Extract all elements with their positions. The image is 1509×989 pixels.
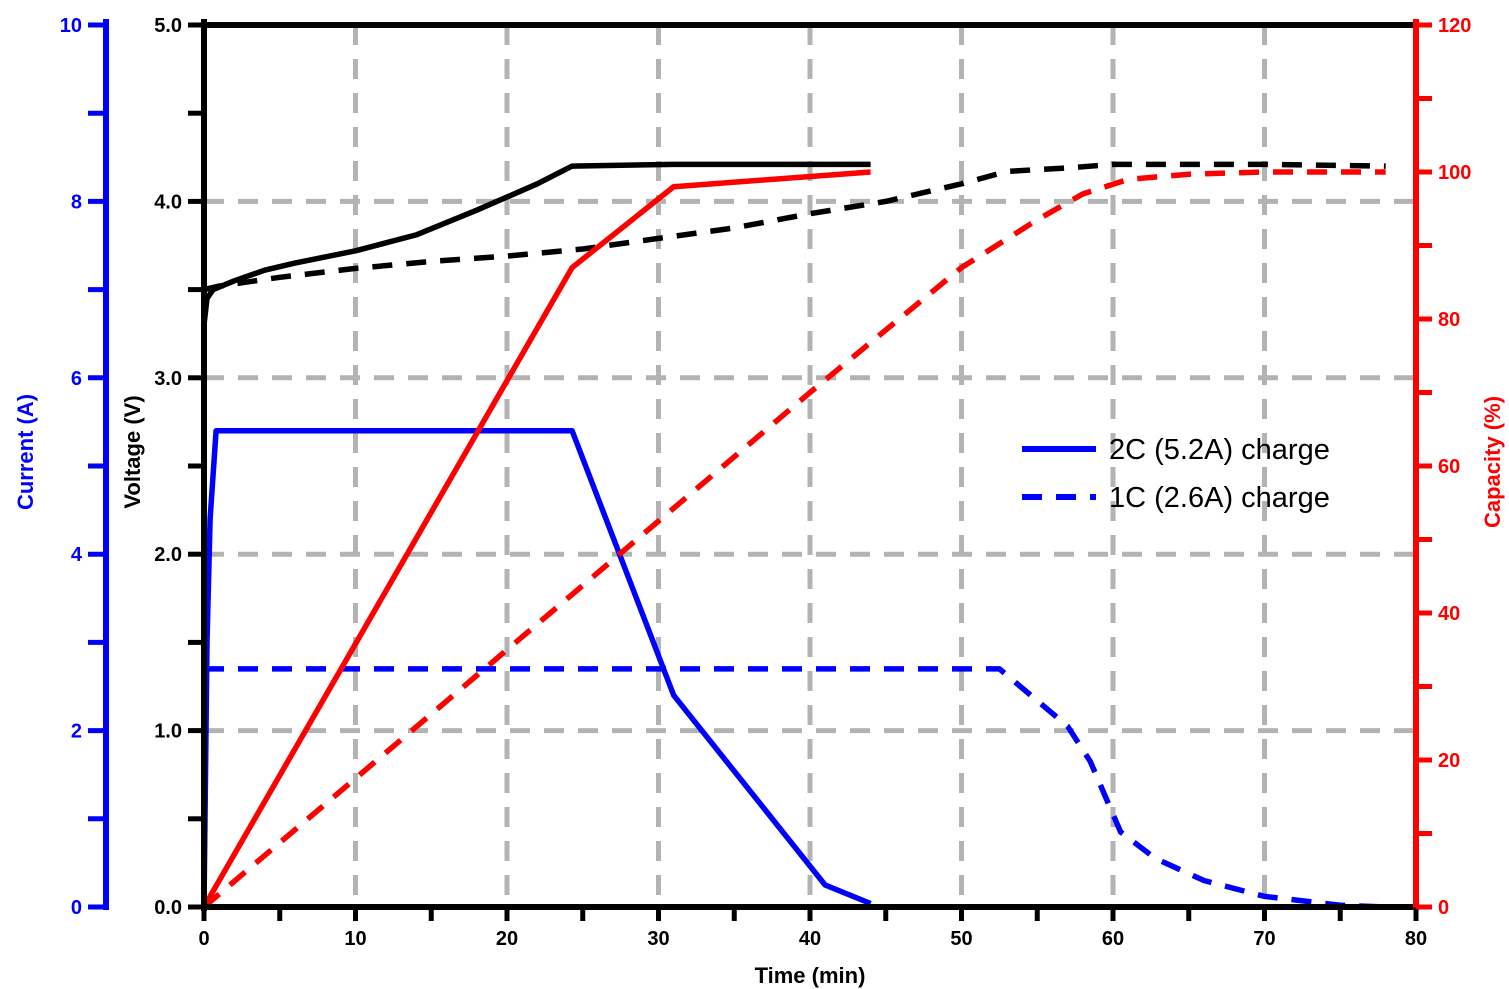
grid-layer bbox=[204, 25, 1416, 907]
legend: 2C (5.2A) charge 1C (2.6A) charge bbox=[1022, 434, 1330, 514]
voltage-tick-label-2.0: 2.0 bbox=[154, 544, 182, 566]
x-tick-label-0: 0 bbox=[198, 928, 209, 950]
capacity-tick-label-20: 20 bbox=[1438, 750, 1460, 772]
x-tick-label-60: 60 bbox=[1102, 928, 1124, 950]
current-tick-label-6: 6 bbox=[71, 368, 82, 390]
x-tick-label-20: 20 bbox=[496, 928, 518, 950]
x-tick-label-70: 70 bbox=[1253, 928, 1275, 950]
voltage-tick-label-3.0: 3.0 bbox=[154, 368, 182, 390]
capacity-axis-title: Capacity (%) bbox=[1480, 396, 1505, 528]
capacity-tick-label-0: 0 bbox=[1438, 897, 1449, 919]
current-series-solid-line bbox=[201, 427, 872, 908]
current-tick-label-10: 10 bbox=[60, 15, 82, 37]
voltage-series-solid-line bbox=[201, 161, 871, 326]
capacity-tick-label-100: 100 bbox=[1438, 162, 1471, 184]
x-tick-label-40: 40 bbox=[799, 928, 821, 950]
axes-layer: 0 10 20 30 40 50 60 70 800.01.02.03.04.05.002468… bbox=[60, 15, 1472, 950]
x-axis-title: Time (min) bbox=[755, 963, 866, 988]
capacity-tick-label-120: 120 bbox=[1438, 15, 1471, 37]
capacity-tick-label-60: 60 bbox=[1438, 456, 1460, 478]
legend-label-solid: 2C (5.2A) charge bbox=[1109, 434, 1330, 466]
voltage-tick-label-1.0: 1.0 bbox=[154, 721, 182, 743]
voltage-tick-label-0.0: 0.0 bbox=[154, 897, 182, 919]
legend-label-dashed: 1C (2.6A) charge bbox=[1109, 482, 1330, 514]
current-axis-title: Current (A) bbox=[13, 394, 38, 510]
current-series-dashed-line bbox=[204, 666, 1386, 910]
capacity-series-solid-line bbox=[201, 169, 871, 909]
x-tick-label-10: 10 bbox=[344, 928, 366, 950]
voltage-tick-label-5.0: 5.0 bbox=[154, 15, 182, 37]
series-layer bbox=[201, 161, 1386, 910]
capacity-tick-label-40: 40 bbox=[1438, 603, 1460, 625]
x-tick-label-80: 80 bbox=[1405, 928, 1427, 950]
current-tick-label-4: 4 bbox=[71, 544, 83, 566]
capacity-series-dashed-line bbox=[202, 169, 1386, 910]
voltage-tick-label-4.0: 4.0 bbox=[154, 191, 182, 213]
current-tick-label-2: 2 bbox=[71, 721, 82, 743]
voltage-series-dashed-line bbox=[203, 161, 1386, 293]
x-tick-label-50: 50 bbox=[950, 928, 972, 950]
current-tick-label-0: 0 bbox=[71, 897, 82, 919]
current-tick-label-8: 8 bbox=[71, 191, 82, 213]
voltage-axis-title: Voltage (V) bbox=[120, 395, 145, 508]
capacity-tick-label-80: 80 bbox=[1438, 309, 1460, 331]
x-tick-label-30: 30 bbox=[647, 928, 669, 950]
